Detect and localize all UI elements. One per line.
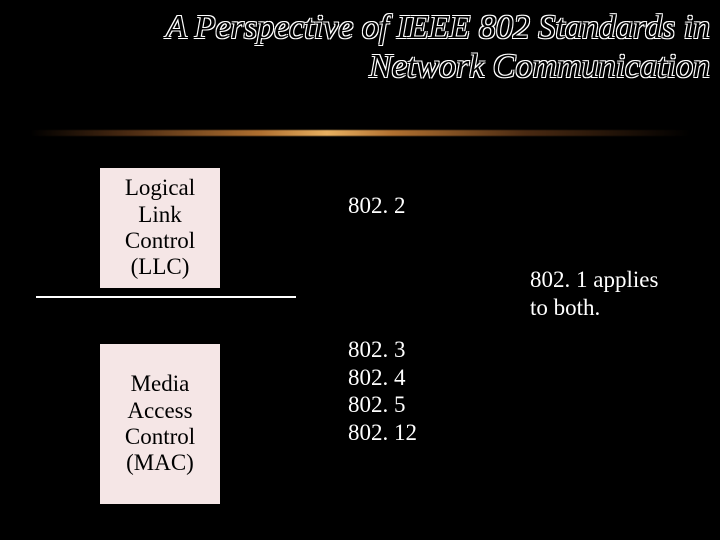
- label-mac-standards: 802. 3 802. 4 802. 5 802. 12: [348, 336, 417, 446]
- mac-line2: Access: [127, 398, 192, 424]
- title-divider: [30, 130, 690, 136]
- label-802-4: 802. 4: [348, 364, 417, 392]
- llc-line1: Logical: [125, 175, 195, 201]
- slide-title: A Perspective of IEEE 802 Standards in N…: [10, 8, 710, 86]
- label-802-1-note: 802. 1 applies to both.: [530, 266, 710, 321]
- llc-box: Logical Link Control (LLC): [100, 168, 220, 288]
- label-802-3: 802. 3: [348, 336, 417, 364]
- label-802-2: 802. 2: [348, 192, 406, 220]
- note-line2: to both.: [530, 294, 710, 322]
- llc-line2: Link: [138, 202, 181, 228]
- note-line1: 802. 1 applies: [530, 266, 710, 294]
- title-line-1: A Perspective of IEEE 802 Standards in: [10, 8, 710, 47]
- separator-line: [36, 296, 296, 298]
- label-802-12: 802. 12: [348, 419, 417, 447]
- mac-line4: (MAC): [126, 450, 194, 476]
- label-802-5: 802. 5: [348, 391, 417, 419]
- title-line-2: Network Communication: [10, 47, 710, 86]
- mac-line3: Control: [125, 424, 195, 450]
- mac-line1: Media: [131, 371, 190, 397]
- llc-line4: (LLC): [131, 254, 190, 280]
- mac-box: Media Access Control (MAC): [100, 344, 220, 504]
- llc-line3: Control: [125, 228, 195, 254]
